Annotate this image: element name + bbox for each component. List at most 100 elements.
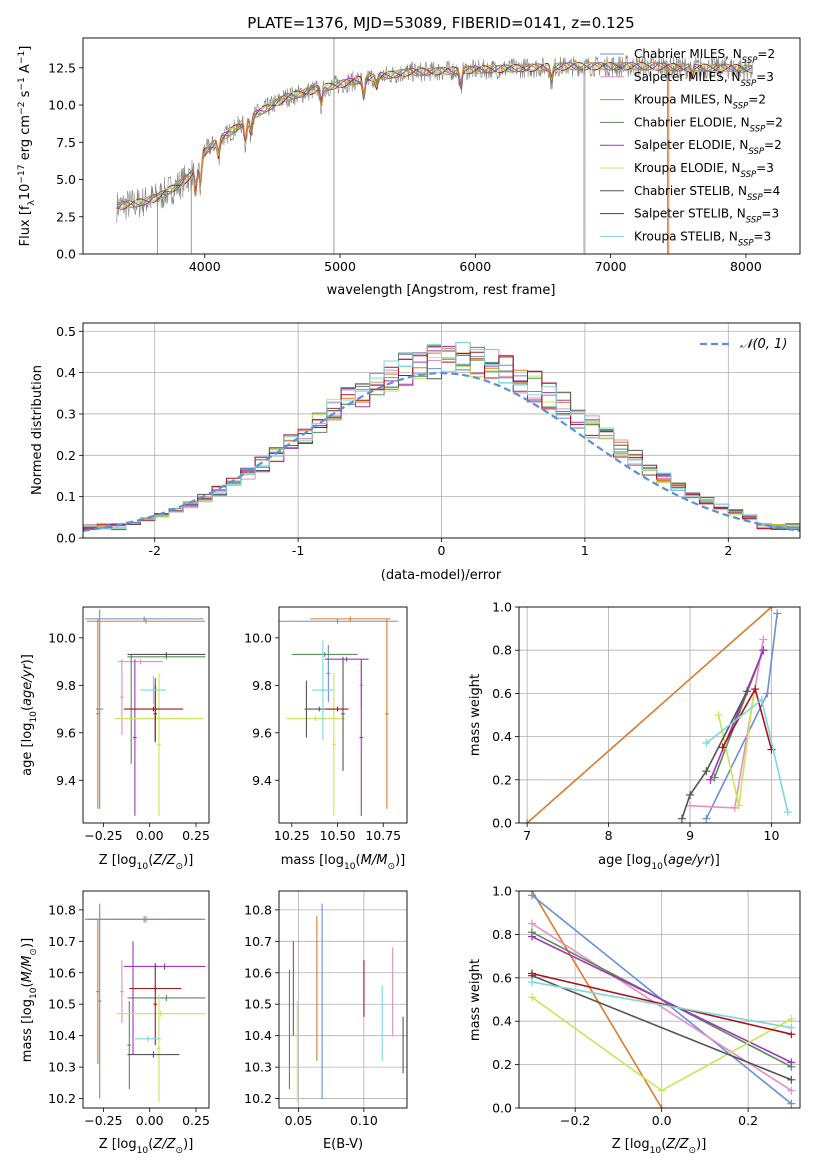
x-tick-label: −0.25	[84, 1113, 122, 1128]
legend-ssp: SSP	[750, 124, 766, 134]
y-tick-label: 10.5	[48, 997, 76, 1012]
legend-nssp-value: 2	[774, 138, 782, 152]
weight-age-ylabel: mass weight	[468, 674, 483, 756]
legend-label: Salpeter ELODIE, NSSP=2	[634, 138, 782, 157]
y-tick-label: 0.2	[492, 1057, 512, 1072]
plot-area	[116, 38, 753, 254]
legend-ssp: SSP	[741, 170, 757, 180]
spectrum-ylabel-part: −17	[17, 164, 27, 183]
age-z-xlabel-part: 10	[137, 862, 149, 872]
legend-series-name: Kroupa STELIB	[634, 229, 721, 243]
x-tick-label: 10.25	[274, 828, 310, 843]
chart-mass-metallicity: −0.25 0.00 0.25 10.2 10.3 10.4 10.5 10.6 10.7 10.…	[20, 890, 210, 1156]
x-tick-label: 8	[605, 828, 613, 843]
weight-line	[531, 981, 792, 1029]
legend-normal-label: 𝒩(0, 1)	[740, 337, 787, 352]
weight-line	[709, 649, 765, 781]
x-tick-label: 1	[581, 543, 589, 558]
mass-z-xlabel-part: Z/Z	[152, 1137, 176, 1152]
legend-label: Kroupa MILES, NSSP=2	[634, 93, 766, 112]
y-tick-label: 10.6	[244, 965, 272, 980]
weight-age-xlabel-part: (	[663, 853, 668, 868]
legend-eq: =	[765, 115, 775, 129]
y-tick-label: 10.3	[244, 1060, 272, 1075]
spectrum-ylabel-part: ]	[18, 46, 33, 51]
y-tick-label: 0.4	[492, 729, 512, 744]
y-tick-label: 0.2	[56, 448, 76, 463]
legend-n: , N	[729, 207, 746, 221]
axes-frame	[82, 890, 210, 1109]
y-tick-label: 0.5	[56, 324, 76, 339]
y-tick-label: 0.2	[492, 772, 512, 787]
weight-line	[531, 935, 792, 1064]
y-tick-label: 10.4	[244, 1028, 272, 1043]
weight-z-xlabel-part: (	[661, 1137, 666, 1152]
weight-line	[526, 607, 773, 823]
weight-age-xlabel-part: )]	[710, 853, 720, 868]
mass-z-xlabel-part: ⊙	[176, 1146, 184, 1156]
age-mass-xlabel-part: (	[356, 853, 361, 868]
age-mass-xlabel-part: 10	[344, 862, 356, 872]
x-tick-label: 5000	[324, 259, 356, 274]
spectrum-ylabel-part: −1	[17, 51, 27, 64]
legend-ssp: SSP	[748, 147, 764, 157]
y-tick-label: 7.5	[56, 135, 76, 150]
spectrum-ylabel-part: λ	[27, 200, 37, 206]
y-tick-label: 0.0	[56, 531, 76, 546]
spectrum-xlabel: wavelength [Angstrom, rest frame]	[327, 283, 556, 298]
age-z-xlabel-part: Z/Z	[152, 853, 176, 868]
weight-z-xlabel-part: )]	[696, 1137, 706, 1152]
legend-ssp: SSP	[741, 79, 757, 89]
plot-area	[83, 323, 800, 538]
y-tick-label: 0.0	[492, 1101, 512, 1116]
x-tick-label: 0.00	[136, 1113, 164, 1128]
mass-ebv-xlabel: E(B-V)	[323, 1137, 363, 1152]
plot-area	[519, 607, 800, 823]
weight-line	[531, 972, 792, 1035]
plot-area	[519, 891, 800, 1108]
chart-residuals: -2 -1 0 1 2 0.0 0.1 0.2 0.3 0.4 0.5 𝒩(0, 1) (data-mo…	[30, 322, 801, 583]
legend-n: , N	[733, 115, 750, 129]
x-tick-label: 10.75	[365, 828, 401, 843]
spectrum-ylabel-part: erg cm	[18, 115, 33, 164]
x-tick-label: −0.2	[560, 1113, 590, 1128]
legend-nssp-value: 3	[766, 161, 774, 175]
y-tick-label: 0.4	[492, 1014, 512, 1029]
age-z-ylabel: age [log10(age/yr)]	[20, 654, 39, 776]
weight-age-xlabel: age [log10(age/yr)]	[598, 853, 720, 872]
y-tick-label: 10.0	[48, 98, 76, 113]
weight-z-xlabel-part: ⊙	[689, 1146, 697, 1156]
y-tick-label: 0.4	[56, 365, 76, 380]
x-tick-label: 0.25	[182, 1113, 210, 1128]
plot-area	[279, 616, 398, 816]
legend-series-name: Chabrier ELODIE	[634, 115, 733, 129]
legend-n: , N	[724, 161, 741, 175]
legend-label: Salpeter MILES, NSSP=3	[634, 70, 774, 89]
legend-n: , N	[716, 93, 733, 107]
y-tick-label: 10.2	[244, 1091, 272, 1106]
legend-ssp: SSP	[742, 56, 758, 66]
age-mass-xlabel-part: mass [log	[281, 853, 344, 868]
axes-frame	[518, 890, 801, 1109]
spectrum-ylabel-part: −1	[17, 77, 27, 90]
x-tick-label: 0.00	[136, 828, 164, 843]
legend-series-name: Salpeter ELODIE	[634, 138, 732, 152]
weight-z-xlabel-part: Z/Z	[665, 1137, 689, 1152]
x-tick-label: 10.50	[320, 828, 356, 843]
x-tick-label: 7000	[595, 259, 627, 274]
figure-title: PLATE=1376, MJD=53089, FIBERID=0141, z=0…	[247, 14, 634, 32]
x-tick-label: −0.25	[84, 828, 122, 843]
normal-curve	[83, 371, 800, 532]
chart-spectrum: 4000 5000 6000 7000 8000 0.0 2.5 5.0 7.5 10.0 12.5…	[17, 37, 801, 298]
legend-ssp: SSP	[747, 193, 763, 203]
age-z-ylabel-part: age/yr	[20, 663, 35, 706]
charts-layer: 4000 5000 6000 7000 80000.02.55.07.510.012.5…	[17, 37, 801, 1156]
legend-eq: =	[748, 93, 758, 107]
chart-weight-metallicity: −0.2 0.0 0.2 0.0 0.2 0.4 0.6 0.8 1.0 Z [log10(Z/Z…	[468, 884, 801, 1156]
axes-frame	[82, 322, 801, 539]
y-tick-label: 0.8	[492, 643, 512, 658]
legend-series-name: Salpeter MILES	[634, 70, 724, 84]
x-tick-label: -1	[292, 543, 304, 558]
age-z-ylabel-part: )]	[20, 654, 35, 664]
